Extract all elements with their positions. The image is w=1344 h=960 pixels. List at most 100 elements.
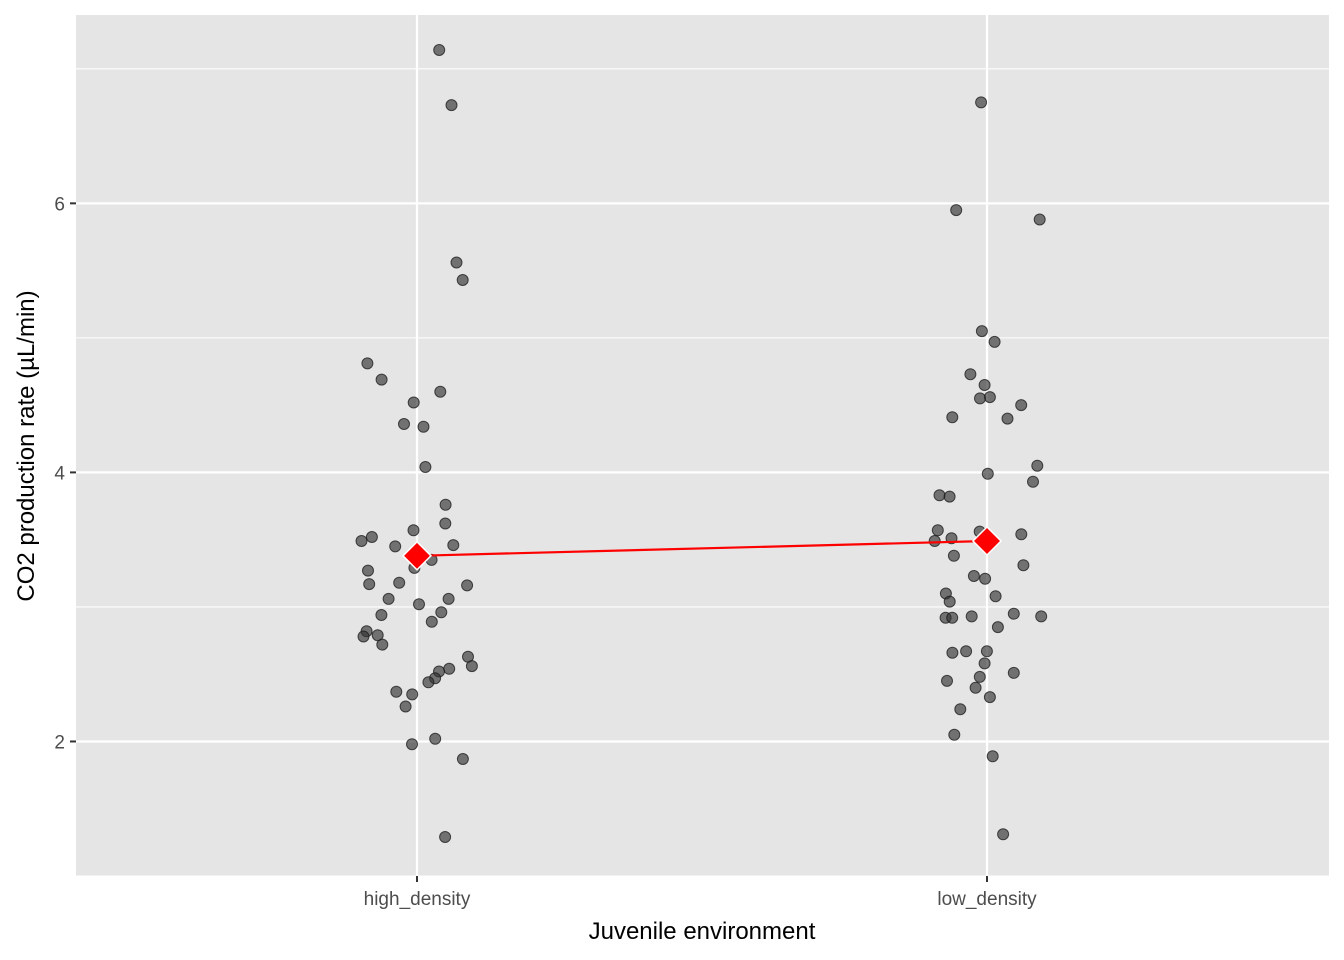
mean-markers	[401, 525, 1003, 571]
data-point	[375, 373, 388, 386]
data-point	[429, 732, 442, 745]
data-point	[406, 688, 419, 701]
data-point	[456, 274, 469, 286]
data-point	[960, 645, 973, 658]
data-point	[406, 738, 418, 751]
data-point	[390, 685, 403, 698]
data-point	[389, 540, 402, 553]
y-axis-title: CO2 production rate (µL/min)	[13, 290, 40, 601]
data-point	[988, 335, 1001, 348]
data-point	[991, 621, 1004, 634]
data-point	[981, 467, 994, 480]
data-point	[375, 609, 388, 621]
data-point	[986, 750, 999, 763]
data-point	[365, 531, 378, 543]
data-point	[439, 517, 452, 530]
data-point	[1017, 559, 1030, 572]
data-point	[965, 610, 978, 623]
x-tick-label: high_density	[364, 889, 471, 910]
data-point	[941, 674, 953, 687]
y-axis: 2 4 6	[54, 194, 76, 753]
data-point	[443, 662, 456, 675]
data-point	[1001, 412, 1014, 425]
data-point	[355, 535, 368, 547]
data-points	[355, 44, 1048, 843]
data-point	[419, 461, 432, 473]
major-gridlines	[76, 15, 1329, 876]
data-point	[425, 615, 438, 628]
data-point	[983, 691, 996, 704]
data-point	[967, 570, 980, 582]
data-point	[398, 418, 410, 430]
data-point	[1027, 475, 1039, 488]
data-point	[1015, 399, 1028, 412]
data-point	[1015, 528, 1028, 541]
y-tick-label: 2	[54, 732, 65, 753]
data-point	[439, 498, 452, 511]
data-point	[973, 670, 986, 683]
data-point	[948, 728, 961, 741]
data-point	[399, 700, 412, 713]
data-point	[978, 657, 991, 670]
data-point	[361, 357, 374, 370]
data-point	[975, 325, 988, 338]
x-axis: high_density low_density	[364, 876, 1037, 910]
data-point	[434, 385, 447, 398]
data-point	[362, 564, 374, 577]
data-point	[363, 578, 376, 591]
data-point	[946, 646, 959, 659]
data-point	[1031, 459, 1044, 472]
data-point	[978, 379, 991, 391]
data-point	[1035, 610, 1048, 623]
minor-gridlines	[76, 68, 1329, 877]
data-point	[989, 590, 1002, 603]
y-tick-label: 6	[54, 194, 65, 215]
data-point	[974, 392, 986, 405]
x-axis-title: Juvenile environment	[589, 918, 816, 945]
data-point	[371, 629, 384, 642]
data-point	[983, 391, 996, 404]
data-point	[461, 579, 474, 592]
x-tick-label: low_density	[937, 889, 1037, 910]
mean-marker	[971, 525, 1003, 557]
data-point	[1007, 666, 1020, 679]
data-point	[445, 99, 458, 112]
mean-line	[416, 539, 988, 557]
data-point	[1033, 213, 1046, 226]
data-point	[413, 598, 425, 611]
mean-marker	[401, 540, 433, 571]
data-point	[979, 572, 992, 585]
data-point	[456, 753, 469, 765]
data-point	[422, 676, 435, 689]
data-point	[442, 592, 455, 605]
data-point	[943, 595, 956, 608]
data-point	[980, 645, 993, 658]
data-point	[969, 681, 982, 694]
y-tick-label: 4	[54, 463, 65, 484]
data-point	[964, 368, 977, 381]
data-point	[954, 703, 967, 716]
data-point	[382, 592, 395, 605]
data-point	[928, 535, 941, 547]
data-point	[433, 44, 446, 56]
data-point	[447, 539, 460, 552]
data-point	[943, 490, 956, 503]
data-point	[376, 638, 389, 651]
data-point	[950, 204, 963, 217]
data-point	[933, 489, 946, 502]
data-point	[931, 524, 944, 537]
plot-panel	[76, 15, 1329, 876]
data-point	[357, 630, 370, 643]
data-point	[997, 828, 1010, 841]
data-point	[439, 831, 452, 843]
data-point	[947, 549, 960, 562]
data-point	[465, 660, 478, 673]
data-point	[1007, 607, 1020, 620]
data-point	[393, 576, 406, 589]
data-point	[975, 96, 988, 109]
data-point	[417, 420, 430, 433]
data-point	[407, 396, 420, 409]
data-point	[946, 611, 959, 624]
data-point	[435, 606, 448, 619]
